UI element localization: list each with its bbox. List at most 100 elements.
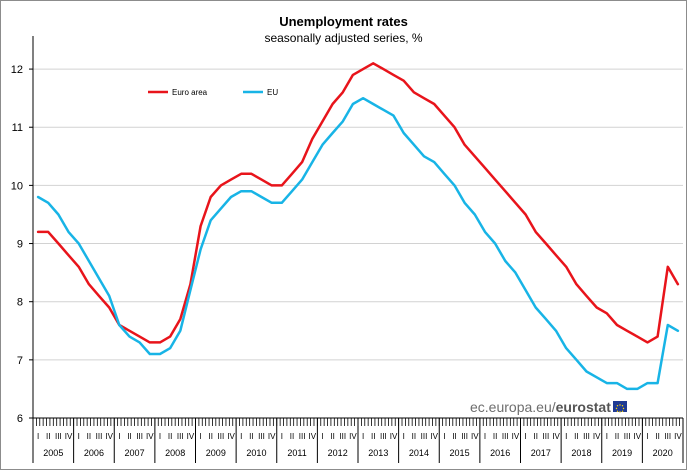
x-quarter-label: III — [461, 432, 468, 441]
x-quarter-label: II — [412, 432, 416, 441]
gridlines — [33, 68, 683, 361]
x-year-label: 2019 — [612, 448, 632, 458]
x-quarter-label: I — [646, 432, 648, 441]
x-year-label: 2015 — [450, 448, 470, 458]
x-quarter-label: III — [380, 432, 387, 441]
x-quarter-label: I — [524, 432, 526, 441]
series-lines — [36, 62, 680, 391]
x-quarter-label: IV — [146, 432, 154, 441]
x-quarter-label: III — [421, 432, 428, 441]
credit-prefix: ec.europa.eu/ — [470, 399, 556, 415]
x-quarter-label: I — [443, 432, 445, 441]
x-quarter-label: II — [127, 432, 131, 441]
x-quarter-label: IV — [593, 432, 601, 441]
x-quarter-label: II — [46, 432, 50, 441]
x-quarter-label: IV — [390, 432, 398, 441]
x-quarter-label: III — [299, 432, 306, 441]
x-quarter-label: IV — [65, 432, 73, 441]
x-year-label: 2005 — [43, 448, 63, 458]
x-quarter-label: II — [615, 432, 619, 441]
x-quarter-label: III — [218, 432, 225, 441]
x-quarter-label: III — [624, 432, 631, 441]
eu-stars-icon — [615, 404, 625, 413]
x-quarter-label: I — [403, 432, 405, 441]
legend-label-eu: EU — [267, 88, 278, 97]
x-quarter-label: IV — [430, 432, 438, 441]
x-year-label: 2018 — [571, 448, 591, 458]
y-tick-label: 6 — [17, 413, 23, 425]
x-quarter-label: I — [199, 432, 201, 441]
eu-flag-icon — [613, 401, 627, 413]
y-tick-label: 9 — [17, 239, 23, 251]
source-credit: ec.europa.eu/eurostat — [470, 399, 611, 415]
x-quarter-label: III — [55, 432, 62, 441]
x-quarter-label: IV — [268, 432, 276, 441]
credit-brand: eurostat — [555, 399, 611, 415]
x-quarter-label: IV — [227, 432, 235, 441]
x-year-label: 2013 — [368, 448, 388, 458]
series-line-euro-area — [36, 62, 680, 344]
x-quarter-label: III — [136, 432, 143, 441]
legend: Euro area EU — [148, 88, 278, 97]
legend-label-euro-area: Euro area — [172, 88, 208, 97]
x-year-label: 2011 — [287, 448, 306, 458]
x-quarter-label: IV — [349, 432, 357, 441]
x-quarter-label: III — [96, 432, 103, 441]
x-year-label: 2012 — [328, 448, 348, 458]
x-quarter-label: IV — [634, 432, 642, 441]
x-quarter-label: II — [209, 432, 213, 441]
x-quarter-label: III — [258, 432, 265, 441]
x-year-label: 2009 — [206, 448, 226, 458]
x-year-label: 2010 — [246, 448, 266, 458]
x-quarter-label: II — [452, 432, 456, 441]
x-quarter-label: I — [240, 432, 242, 441]
x-quarter-label: I — [321, 432, 323, 441]
x-year-label: 2017 — [531, 448, 551, 458]
x-quarter-label: IV — [471, 432, 479, 441]
x-quarter-label: IV — [309, 432, 317, 441]
chart-title: Unemployment rates — [279, 14, 408, 29]
x-quarter-label: I — [281, 432, 283, 441]
x-year-label: 2014 — [409, 448, 429, 458]
series-line-eu — [36, 96, 680, 391]
x-quarter-label: III — [502, 432, 509, 441]
x-quarter-label: III — [664, 432, 671, 441]
x-quarter-label: II — [493, 432, 497, 441]
x-quarter-label: IV — [105, 432, 113, 441]
x-quarter-label: II — [371, 432, 375, 441]
x-quarter-label: I — [484, 432, 486, 441]
x-quarter-label: III — [177, 432, 184, 441]
x-quarter-label: I — [37, 432, 39, 441]
x-quarter-label: II — [534, 432, 538, 441]
x-quarter-label: III — [339, 432, 346, 441]
x-quarter-label: II — [290, 432, 294, 441]
x-quarter-label: II — [168, 432, 172, 441]
x-quarter-label: IV — [552, 432, 560, 441]
x-year-label: 2007 — [125, 448, 145, 458]
x-quarter-label: I — [159, 432, 161, 441]
x-quarter-label: II — [655, 432, 659, 441]
x-quarter-label: II — [330, 432, 334, 441]
x-quarter-label: II — [574, 432, 578, 441]
x-quarter-label: IV — [187, 432, 195, 441]
x-quarter-label: I — [606, 432, 608, 441]
x-quarter-label: I — [362, 432, 364, 441]
y-tick-label: 8 — [17, 297, 23, 309]
x-quarter-label: II — [249, 432, 253, 441]
x-quarter-label: III — [583, 432, 590, 441]
x-quarter-label: III — [543, 432, 550, 441]
y-tick-label: 12 — [11, 64, 23, 76]
x-quarter-label: IV — [512, 432, 520, 441]
x-quarter-label: I — [78, 432, 80, 441]
x-year-label: 2008 — [165, 448, 185, 458]
x-year-label: 2020 — [653, 448, 673, 458]
y-tick-label: 7 — [17, 355, 23, 367]
x-year-label: 2006 — [84, 448, 104, 458]
x-quarter-label: II — [87, 432, 91, 441]
y-tick-label: 10 — [11, 180, 23, 192]
x-year-label: 2016 — [490, 448, 510, 458]
chart-subtitle: seasonally adjusted series, % — [264, 31, 423, 45]
x-quarter-label: IV — [674, 432, 682, 441]
